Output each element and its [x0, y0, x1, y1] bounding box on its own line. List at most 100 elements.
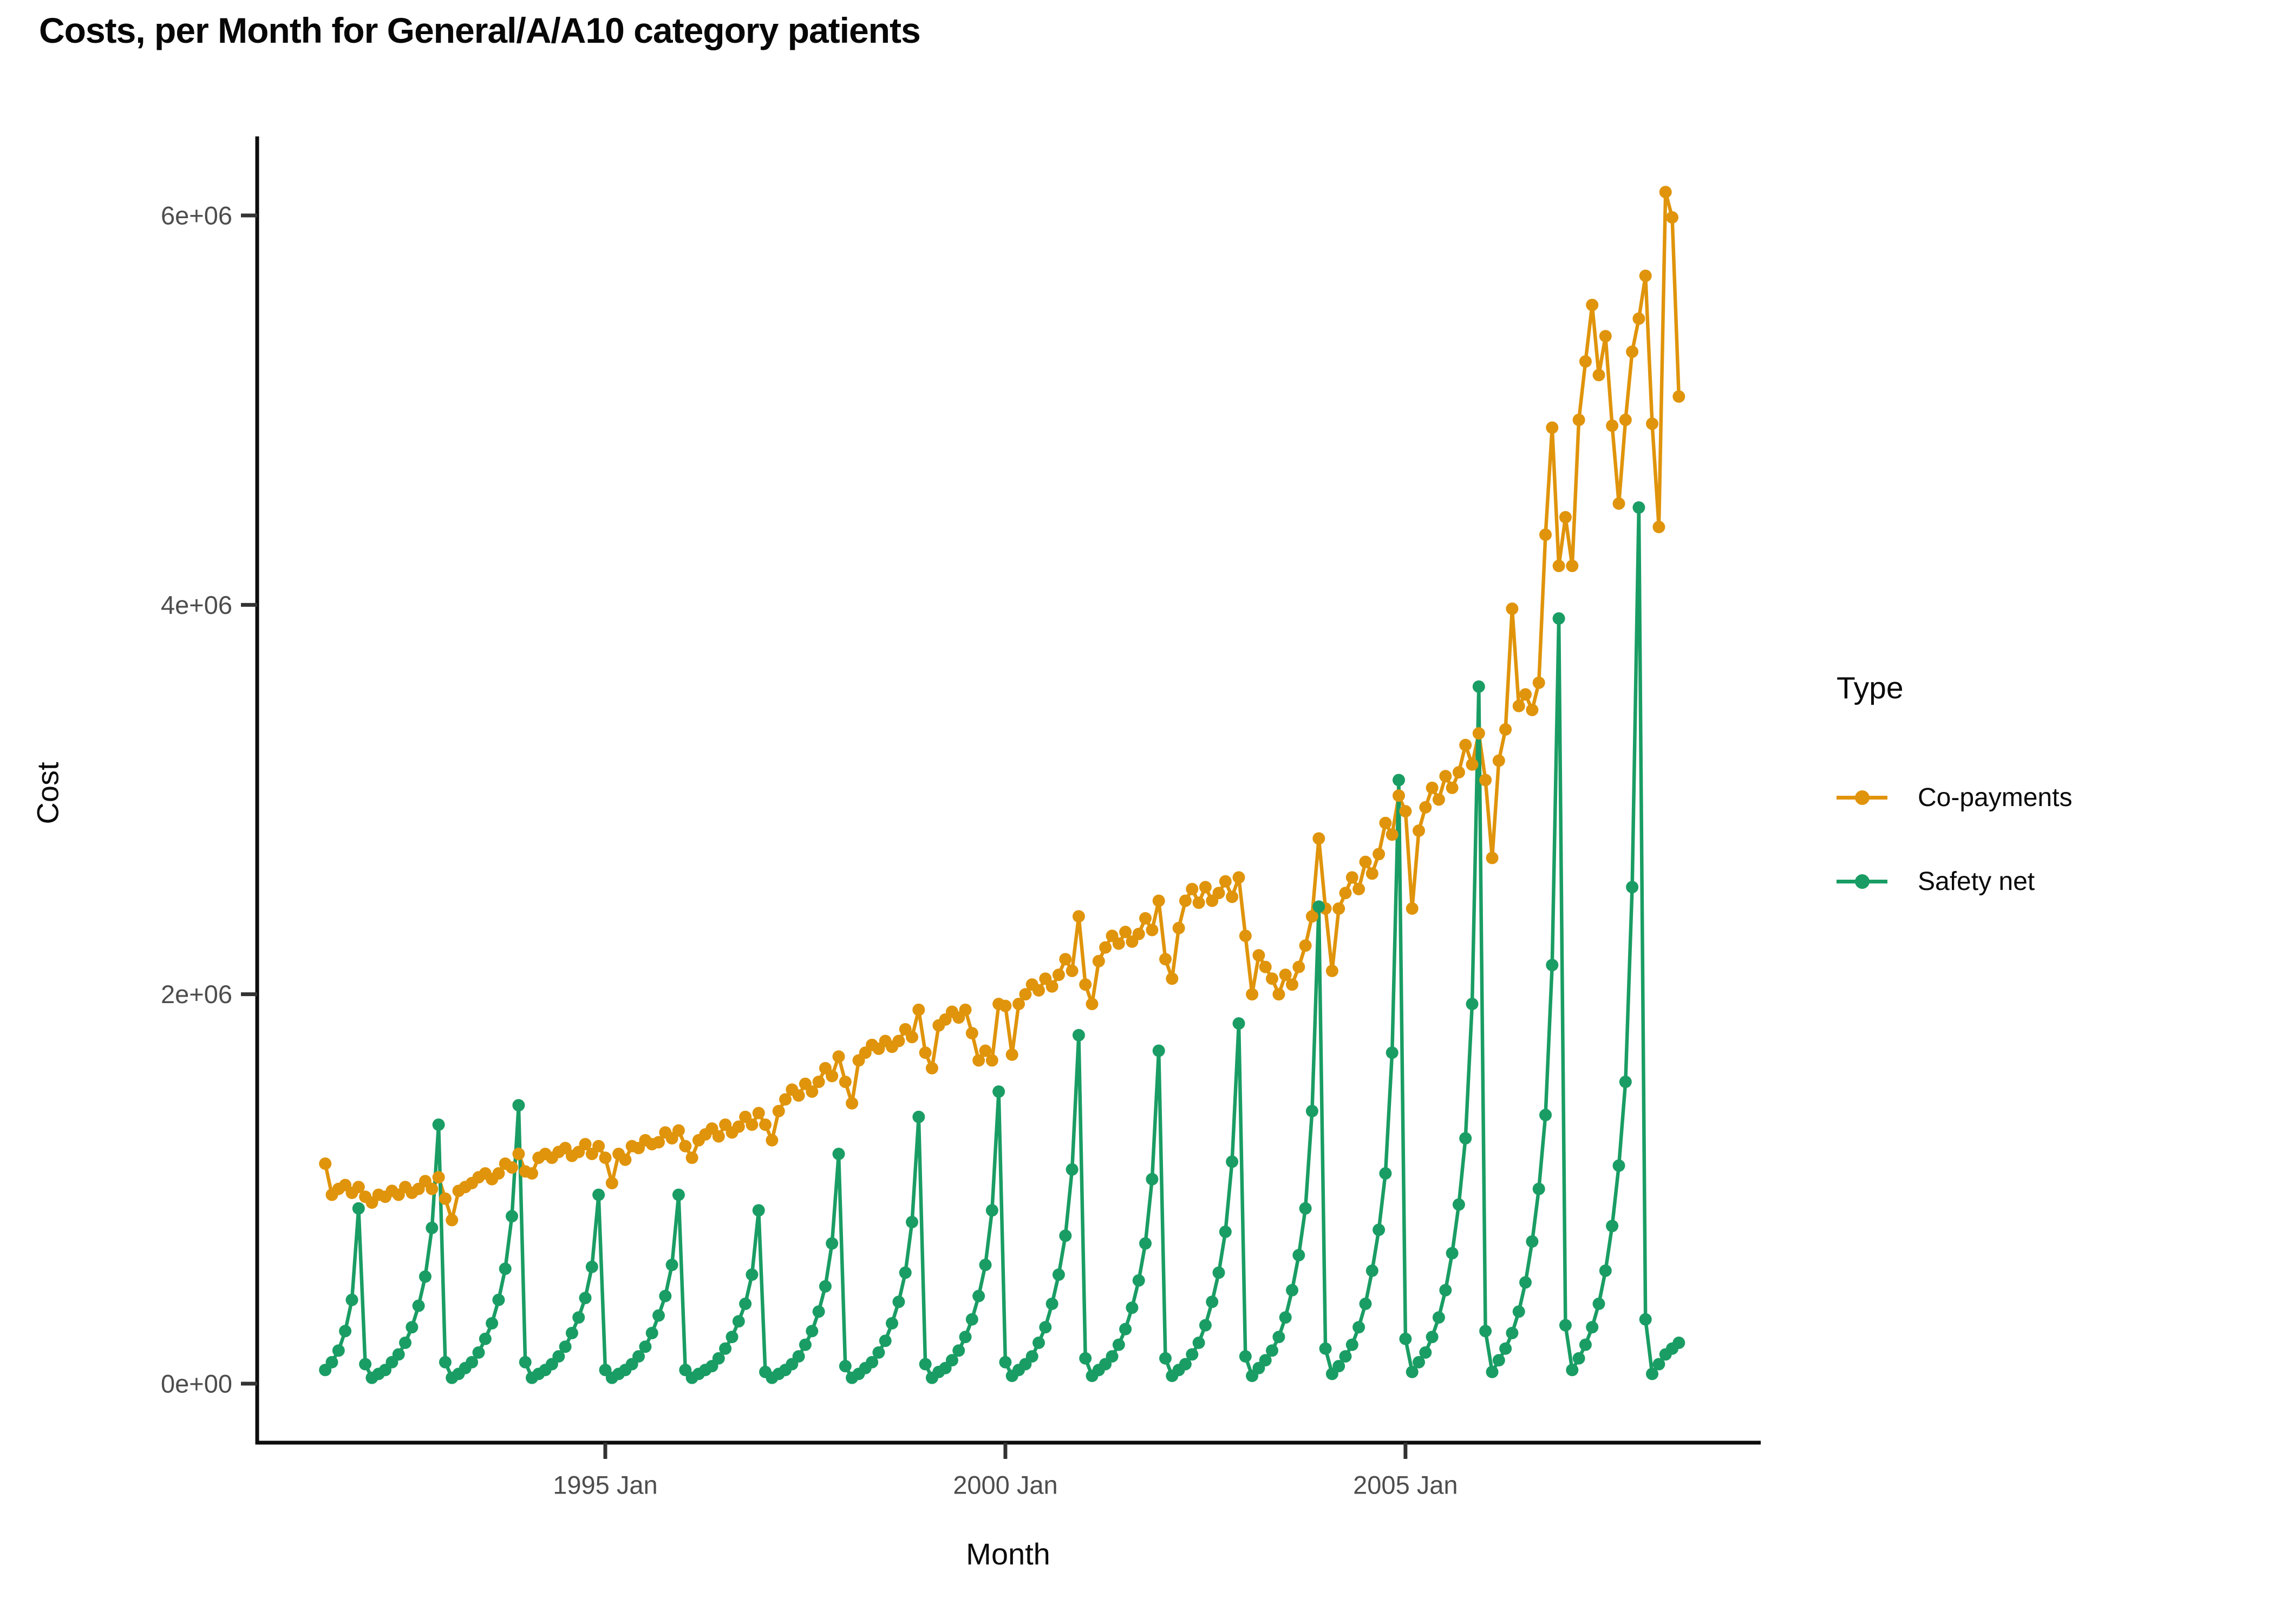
data-point-safety-net	[345, 1293, 358, 1306]
data-point-co-payments	[1119, 926, 1132, 939]
data-point-safety-net	[519, 1355, 532, 1368]
data-point-co-payments	[1452, 766, 1465, 779]
data-point-safety-net	[892, 1295, 905, 1308]
data-point-safety-net	[492, 1293, 505, 1306]
data-point-safety-net	[1059, 1229, 1072, 1242]
data-point-safety-net	[1279, 1311, 1292, 1324]
data-point-co-payments	[759, 1118, 772, 1131]
data-point-safety-net	[1446, 1247, 1459, 1260]
data-point-safety-net	[1386, 1046, 1399, 1059]
x-tick-label: 2005 Jan	[1353, 1470, 1458, 1499]
data-point-co-payments	[925, 1062, 938, 1075]
data-point-safety-net	[726, 1331, 739, 1344]
data-point-safety-net	[1466, 998, 1479, 1011]
data-point-safety-net	[1479, 1325, 1492, 1338]
data-point-co-payments	[1339, 887, 1352, 900]
data-point-safety-net	[839, 1360, 852, 1373]
data-point-co-payments	[1012, 998, 1025, 1011]
data-point-co-payments	[1305, 910, 1318, 923]
data-point-safety-net	[1186, 1348, 1199, 1361]
data-point-safety-net	[1592, 1298, 1605, 1310]
data-point-safety-net	[1192, 1337, 1205, 1349]
data-point-safety-net	[972, 1289, 985, 1302]
data-point-co-payments	[732, 1120, 745, 1133]
data-point-safety-net	[919, 1358, 932, 1371]
data-point-co-payments	[979, 1044, 992, 1057]
data-point-co-payments	[506, 1161, 518, 1174]
data-point-co-payments	[1526, 704, 1539, 716]
data-point-co-payments	[1666, 211, 1678, 224]
data-point-co-payments	[1246, 988, 1259, 1001]
data-point-co-payments	[1546, 421, 1559, 434]
data-point-co-payments	[772, 1105, 785, 1117]
data-point-co-payments	[1492, 754, 1505, 767]
data-point-co-payments	[1379, 816, 1392, 829]
data-point-co-payments	[652, 1136, 665, 1149]
data-point-co-payments	[1072, 910, 1085, 923]
data-point-co-payments	[599, 1151, 612, 1164]
data-point-safety-net	[1459, 1132, 1472, 1145]
data-point-safety-net	[565, 1327, 578, 1339]
data-point-co-payments	[1539, 528, 1552, 541]
data-point-safety-net	[1379, 1167, 1392, 1180]
data-point-co-payments	[1259, 960, 1272, 973]
data-point-co-payments	[985, 1054, 998, 1067]
data-point-safety-net	[866, 1355, 879, 1368]
data-point-safety-net	[1299, 1202, 1312, 1215]
data-point-safety-net	[1399, 1332, 1412, 1345]
data-point-co-payments	[1226, 890, 1239, 903]
data-point-co-payments	[439, 1192, 452, 1205]
data-point-co-payments	[592, 1140, 605, 1152]
data-point-co-payments	[1199, 881, 1212, 894]
data-point-safety-net	[832, 1148, 845, 1161]
data-point-safety-net	[1199, 1319, 1212, 1332]
data-point-safety-net	[1539, 1109, 1552, 1122]
data-point-safety-net	[1226, 1155, 1239, 1168]
data-point-safety-net	[1426, 1331, 1439, 1344]
data-point-safety-net	[879, 1334, 892, 1347]
data-point-safety-net	[1566, 1364, 1579, 1377]
data-point-safety-net	[1393, 774, 1405, 787]
data-point-co-payments	[1359, 855, 1372, 868]
data-point-co-payments	[1159, 953, 1172, 966]
data-point-safety-net	[439, 1355, 452, 1368]
data-point-co-payments	[1559, 511, 1572, 523]
data-point-safety-net	[719, 1342, 732, 1355]
data-point-co-payments	[1399, 805, 1412, 818]
data-point-co-payments	[1139, 912, 1152, 925]
data-point-safety-net	[1045, 1298, 1058, 1310]
data-point-co-payments	[1279, 968, 1292, 981]
data-point-safety-net	[1312, 900, 1325, 913]
data-point-co-payments	[1352, 882, 1365, 895]
data-point-co-payments	[1566, 559, 1579, 572]
data-point-safety-net	[826, 1237, 839, 1250]
data-point-safety-net	[1212, 1266, 1225, 1279]
data-point-co-payments	[1432, 793, 1445, 806]
data-point-co-payments	[1572, 414, 1585, 427]
data-point-co-payments	[1345, 871, 1358, 884]
data-point-co-payments	[1192, 896, 1205, 909]
data-point-co-payments	[1266, 972, 1278, 985]
data-point-safety-net	[486, 1317, 499, 1330]
data-point-safety-net	[1639, 1313, 1652, 1326]
data-point-safety-net	[1606, 1220, 1619, 1233]
data-point-co-payments	[1393, 789, 1405, 802]
data-point-co-payments	[605, 1177, 618, 1189]
data-point-safety-net	[806, 1325, 819, 1338]
data-point-safety-net	[1512, 1305, 1525, 1318]
data-point-safety-net	[572, 1311, 585, 1324]
data-point-safety-net	[812, 1305, 825, 1318]
data-point-safety-net	[1292, 1249, 1305, 1262]
series-line-safety-net	[323, 506, 1681, 1380]
data-point-co-payments	[1466, 758, 1479, 771]
page-title: Costs, per Month for General/A/A10 categ…	[39, 10, 921, 50]
data-point-co-payments	[839, 1076, 852, 1088]
data-point-safety-net	[1672, 1337, 1685, 1349]
data-point-safety-net	[1586, 1321, 1599, 1334]
y-tick-label: 2e+06	[161, 980, 232, 1009]
data-point-co-payments	[1606, 419, 1619, 432]
data-point-co-payments	[512, 1148, 525, 1161]
data-point-safety-net	[746, 1268, 759, 1281]
data-point-safety-net	[1072, 1029, 1085, 1042]
data-point-co-payments	[685, 1151, 698, 1164]
